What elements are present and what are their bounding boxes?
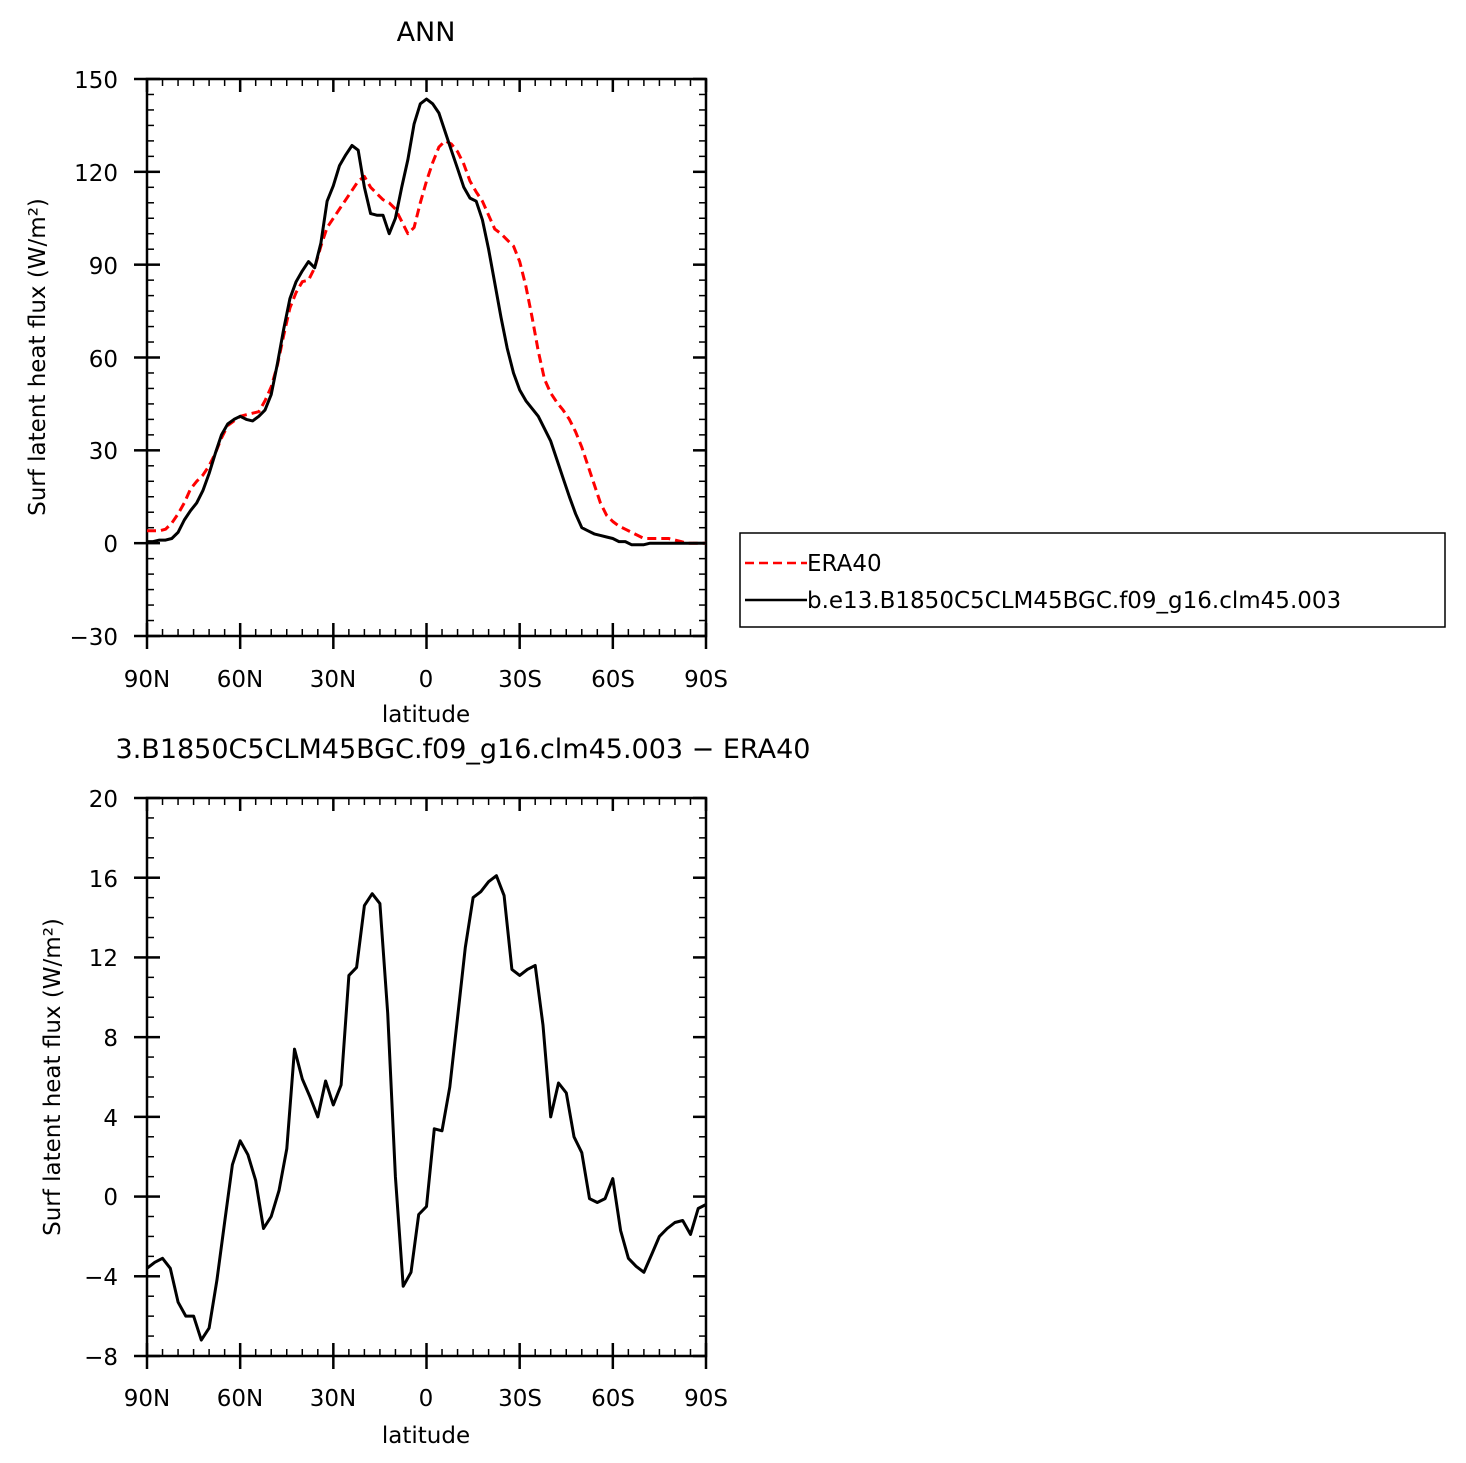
plot-frame: [145, 77, 708, 638]
x-tick-label: 60S: [591, 1386, 635, 1412]
x-tick-label: 30N: [310, 667, 356, 693]
x-tick-label: 90S: [684, 667, 728, 693]
y-tick-label: 16: [89, 867, 118, 893]
legend-box: [739, 532, 1446, 628]
chart-title: ANN: [397, 17, 456, 48]
series-layer: [146, 874, 707, 1342]
y-tick-label: 0: [103, 532, 118, 558]
legend-label: b.e13.B1850C5CLM45BGC.f09_g16.clm45.003: [807, 588, 1341, 614]
x-tick-label: 60S: [591, 667, 635, 693]
x-tick-label: 30S: [498, 667, 542, 693]
bottom-panel: 3.B1850C5CLM45BGC.f09_g16.clm45.003 − ER…: [40, 734, 810, 1449]
y-tick-label: 90: [89, 254, 118, 280]
legend: ERA40 b.e13.B1850C5CLM45BGC.f09_g16.clm4…: [739, 532, 1446, 628]
x-tick-label: 30N: [310, 1386, 356, 1412]
y-tick-label: −8: [84, 1345, 118, 1371]
tick-marks: [134, 796, 708, 1369]
y-tick-label: 4: [103, 1106, 118, 1132]
y-tick-label: 30: [89, 439, 118, 465]
y-axis-label: Surf latent heat flux (W/m²): [40, 918, 66, 1236]
x-axis-label: latitude: [382, 1423, 470, 1449]
top-panel: ANN 150 120 90 60 30 0 −30 90N 60N 30N 0…: [25, 17, 1446, 728]
plot-area: [134, 796, 708, 1369]
x-tick-label: 90S: [684, 1386, 728, 1412]
x-tick-label: 0: [419, 667, 434, 693]
legend-label: ERA40: [807, 551, 882, 577]
y-tick-label: 8: [103, 1026, 118, 1052]
x-tick-label: 60N: [217, 667, 263, 693]
x-tick-label: 90N: [124, 1386, 170, 1412]
x-tick-label: 90N: [124, 667, 170, 693]
series-line-b-e13-b1850c5clm45bgc-f09-g16-clm45-003: [147, 97, 706, 547]
y-tick-labels: 20 16 12 8 4 0 −4 −8: [84, 787, 118, 1371]
x-tick-labels: 90N 60N 30N 0 30S 60S 90S: [124, 667, 728, 693]
y-tick-label: 0: [103, 1185, 118, 1211]
y-tick-label: −4: [84, 1265, 118, 1291]
y-tick-label: 120: [74, 161, 118, 187]
y-tick-label: −30: [69, 625, 118, 651]
series-line-era40: [147, 139, 706, 545]
series-layer: [147, 97, 706, 547]
plot-frame: [145, 796, 708, 1358]
x-tick-label: 60N: [217, 1386, 263, 1412]
x-axis-label: latitude: [382, 702, 470, 728]
y-tick-label: 150: [74, 68, 118, 94]
y-tick-label: 12: [89, 946, 118, 972]
difference-line: [146, 874, 707, 1342]
y-tick-labels: 150 120 90 60 30 0 −30: [69, 68, 118, 651]
x-tick-labels: 90N 60N 30N 0 30S 60S 90S: [124, 1386, 728, 1412]
x-tick-label: 0: [419, 1386, 434, 1412]
tick-marks: [134, 77, 708, 649]
chart-title: 3.B1850C5CLM45BGC.f09_g16.clm45.003 − ER…: [116, 734, 811, 765]
y-tick-label: 20: [89, 787, 118, 813]
x-tick-label: 30S: [498, 1386, 542, 1412]
y-tick-label: 60: [89, 347, 118, 373]
plot-area: [134, 77, 708, 649]
y-axis-label: Surf latent heat flux (W/m²): [25, 198, 51, 516]
